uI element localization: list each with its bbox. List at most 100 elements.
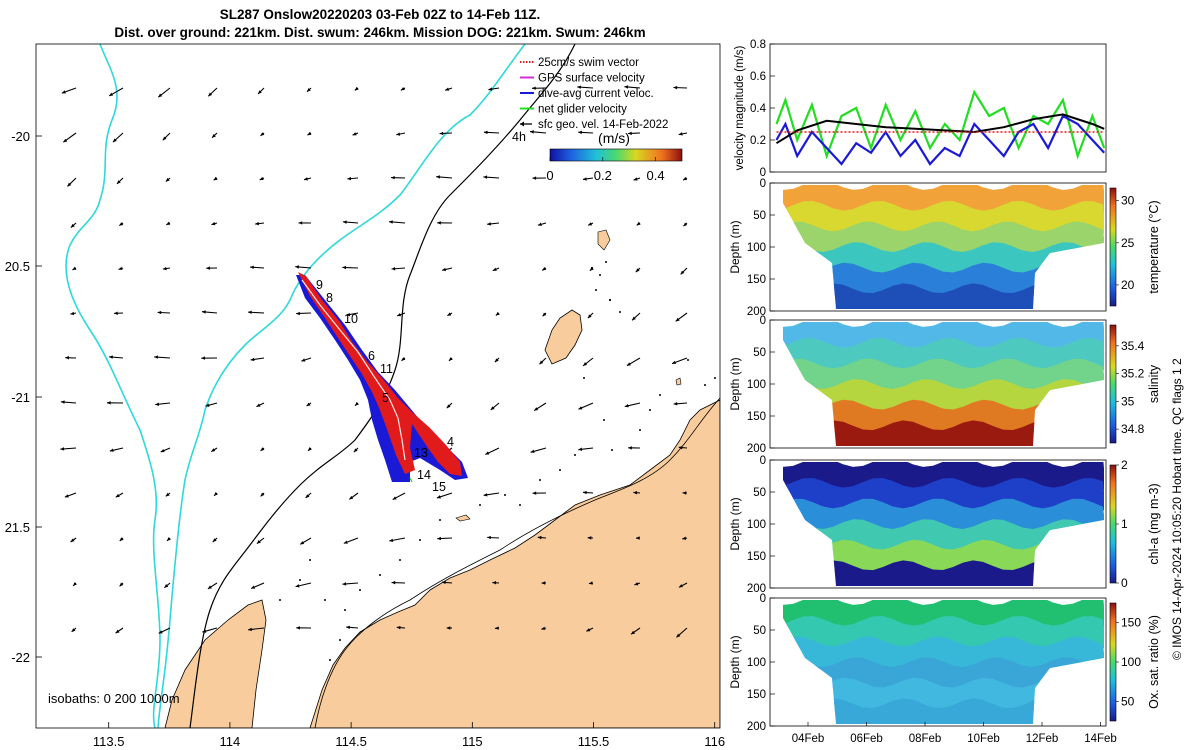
velocity-arrow <box>212 537 218 543</box>
colorbar-tick-label: 0 <box>546 168 553 183</box>
velocity-arrow <box>678 445 688 450</box>
velocity-arrow <box>248 310 265 315</box>
mainland <box>309 399 720 728</box>
velocity-arrow <box>626 357 641 367</box>
velocity-arrow <box>495 311 500 316</box>
y-tick-label: 0 <box>760 315 766 327</box>
velocity-arrow <box>401 357 406 362</box>
velocity-arrow <box>487 535 500 540</box>
section-panel: 0 50 100 150 200 Depth (m) 30 25 20 temperature (… <box>728 178 1161 318</box>
velocity-arrow <box>343 537 359 544</box>
y-tick-label: 0.6 <box>750 71 766 83</box>
velocity-arrow <box>439 131 453 136</box>
isobaths-label: isobaths: 0 200 1000m <box>48 691 180 706</box>
velocity-arrow <box>118 266 124 271</box>
colorbar-tick-label: 1 <box>1121 517 1128 531</box>
velocity-arrow <box>628 131 641 136</box>
track-label: 6 <box>368 349 375 363</box>
velocity-arrow <box>636 221 641 226</box>
velocity-arrow <box>673 402 688 406</box>
velocity-arrow <box>67 177 77 187</box>
velocity-arrow <box>537 535 547 540</box>
track-label: 5 <box>382 391 389 405</box>
section-band <box>783 677 1104 711</box>
velocity-arrow <box>108 87 124 97</box>
glider-track <box>296 272 468 483</box>
x-tick-label: 115.5 <box>578 734 610 749</box>
velocity-arrow <box>396 132 406 136</box>
velocity-arrow <box>61 87 77 94</box>
velocity-arrow <box>483 492 500 497</box>
velocity-arrow <box>437 221 453 225</box>
velocity-arrow <box>205 402 218 407</box>
velocity-arrow <box>447 312 453 317</box>
map-y-axis: -20 20.5 -21 21.5 -22 <box>5 129 42 665</box>
velocity-arrow <box>353 447 359 453</box>
velocity-arrow <box>485 447 500 456</box>
velocity-arrow <box>630 627 641 635</box>
velocity-arrow <box>248 627 265 632</box>
velocity-arrow <box>441 267 453 272</box>
velocity-arrow <box>400 86 406 91</box>
velocity-arrow <box>628 446 641 450</box>
velocity-arrow <box>487 222 500 226</box>
colorbar-tick-label: 2 <box>1121 458 1128 472</box>
y-tick-label: 0.4 <box>750 103 767 115</box>
velocity-arrow <box>158 627 171 634</box>
velocity-arrow <box>115 627 124 634</box>
colorbar-tick-label: 34.8 <box>1121 422 1145 436</box>
velocity-arrow <box>587 536 594 540</box>
velocity-arrow <box>71 627 77 633</box>
velocity-arrow <box>631 312 641 321</box>
y-tick-label: 50 <box>753 210 766 222</box>
velocity-arrow <box>157 87 171 98</box>
surface-velocity-arrows <box>60 85 688 638</box>
colorbar-label: chl-a (mg m-3) <box>1147 483 1161 564</box>
colorbar-tick-label: 30 <box>1121 194 1135 208</box>
velocity-arrow <box>119 582 124 587</box>
velocity-arrow <box>539 357 547 365</box>
velocity-arrow <box>70 537 77 543</box>
velocity-arrow <box>109 447 124 452</box>
coastline-contour <box>157 44 526 728</box>
colorbar-tick-label: 150 <box>1121 616 1141 630</box>
velocity-arrow <box>109 355 124 359</box>
velocity-arrow <box>494 357 500 363</box>
section-colorbar <box>1109 602 1117 722</box>
title-line-1: SL287 Onslow20220203 03-Feb 02Z to 14-Fe… <box>219 7 541 22</box>
colorbar-title: (m/s) <box>598 130 630 146</box>
velocity-arrow <box>162 132 171 141</box>
section-band <box>783 539 1104 573</box>
velocity-arrow <box>578 447 594 451</box>
velocity-arrow <box>578 402 594 410</box>
velocity-arrow <box>483 130 500 135</box>
velocity-arrow <box>162 266 171 271</box>
y-tick-label: 50 <box>753 347 766 359</box>
section-band <box>783 519 1104 552</box>
velocity-arrow <box>633 177 641 181</box>
y-tick-label: 0 <box>760 455 766 467</box>
velocity-line <box>775 114 1106 166</box>
velocity-arrow <box>211 221 218 226</box>
velocity-arrow <box>250 357 265 362</box>
velocity-arrow <box>160 447 171 453</box>
y-tick-label: 200 <box>747 306 766 318</box>
velocity-arrow <box>342 220 359 224</box>
section-band <box>783 657 1104 690</box>
y-tick-label: 50 <box>753 625 766 637</box>
velocity-arrow <box>488 87 500 91</box>
x-tick-label: 12Feb <box>1026 733 1059 745</box>
velocity-arrow <box>348 492 359 500</box>
colorbar-tick-label: 100 <box>1121 655 1141 669</box>
x-tick-label: 04Feb <box>792 733 825 745</box>
velocity-arrow <box>542 312 547 317</box>
island-southwest <box>164 599 267 728</box>
legend-label: GPS surface velocity <box>538 73 645 85</box>
velocity-arrow <box>683 222 688 227</box>
velocity-arrow <box>65 356 77 360</box>
velocity-arrow <box>586 627 594 632</box>
y-tick-label: 200 <box>747 583 766 595</box>
colorbar-label: Ox. sat. ratio (%) <box>1147 615 1161 709</box>
